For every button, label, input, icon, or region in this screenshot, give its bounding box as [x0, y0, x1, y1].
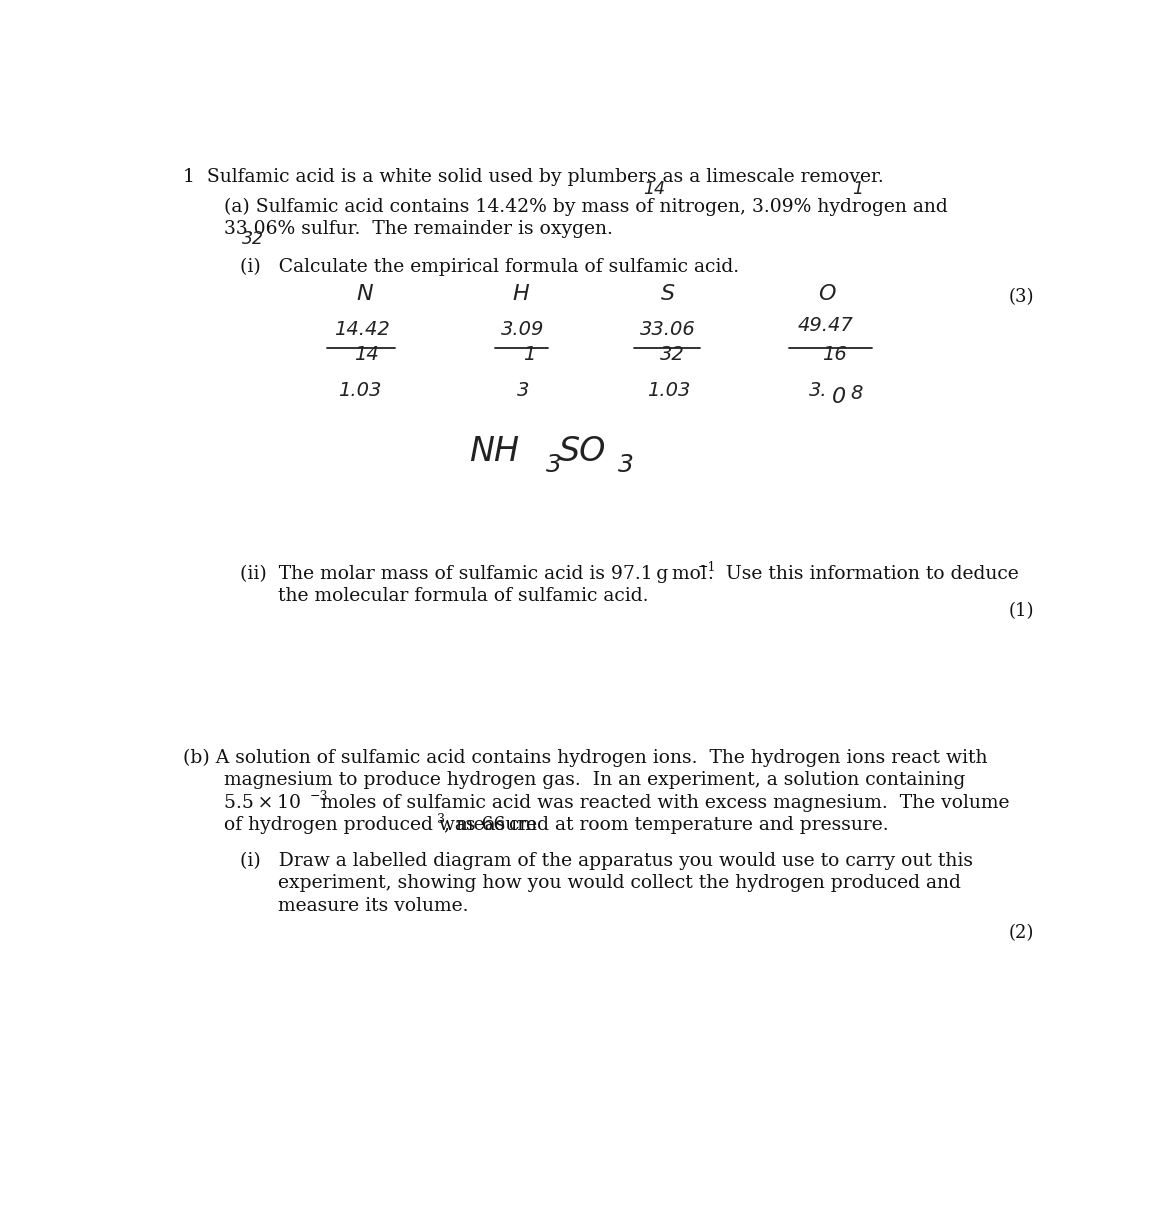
- Text: N: N: [356, 284, 373, 304]
- Text: 3.: 3.: [809, 381, 828, 400]
- Text: (1): (1): [1009, 602, 1034, 621]
- Text: S: S: [661, 284, 675, 304]
- Text: 1.03: 1.03: [338, 381, 381, 400]
- Text: 16: 16: [822, 344, 846, 364]
- Text: (3): (3): [1009, 288, 1034, 307]
- Text: 3: 3: [619, 453, 634, 477]
- Text: magnesium to produce hydrogen gas.  In an experiment, a solution containing: magnesium to produce hydrogen gas. In an…: [224, 772, 966, 789]
- Text: (ii)  The molar mass of sulfamic acid is 97.1 g mol: (ii) The molar mass of sulfamic acid is …: [239, 565, 706, 583]
- Text: 32: 32: [659, 344, 685, 364]
- Text: 33.06% sulfur.  The remainder is oxygen.: 33.06% sulfur. The remainder is oxygen.: [224, 220, 613, 239]
- Text: 3: 3: [546, 453, 562, 477]
- Text: H: H: [512, 284, 529, 304]
- Text: 5.5 × 10: 5.5 × 10: [224, 793, 302, 812]
- Text: 33.06: 33.06: [640, 320, 695, 340]
- Text: (b) A solution of sulfamic acid contains hydrogen ions.  The hydrogen ions react: (b) A solution of sulfamic acid contains…: [183, 748, 987, 767]
- Text: SO: SO: [560, 434, 606, 467]
- Text: moles of sulfamic acid was reacted with excess magnesium.  The volume: moles of sulfamic acid was reacted with …: [322, 793, 1010, 812]
- Text: 1.03: 1.03: [647, 381, 691, 400]
- Text: of hydrogen produced was 66 cm: of hydrogen produced was 66 cm: [224, 817, 538, 834]
- Text: 1: 1: [852, 180, 864, 198]
- Text: 49.47: 49.47: [798, 315, 853, 335]
- Text: (i)   Draw a labelled diagram of the apparatus you would use to carry out this: (i) Draw a labelled diagram of the appar…: [239, 852, 973, 870]
- Text: 0: 0: [831, 387, 845, 406]
- Text: 3: 3: [437, 813, 445, 825]
- Text: , measured at room temperature and pressure.: , measured at room temperature and press…: [444, 817, 888, 834]
- Text: (a) Sulfamic acid contains 14.42% by mass of nitrogen, 3.09% hydrogen and: (a) Sulfamic acid contains 14.42% by mas…: [224, 197, 949, 215]
- Text: −3: −3: [310, 790, 329, 803]
- Text: .  Use this information to deduce: . Use this information to deduce: [708, 565, 1019, 583]
- Text: O: O: [819, 284, 836, 304]
- Text: (2): (2): [1009, 924, 1034, 942]
- Text: 14: 14: [643, 180, 665, 198]
- Text: (i)   Calculate the empirical formula of sulfamic acid.: (i) Calculate the empirical formula of s…: [239, 257, 738, 275]
- Text: experiment, showing how you would collect the hydrogen produced and: experiment, showing how you would collec…: [279, 874, 961, 892]
- Text: 1  Sulfamic acid is a white solid used by plumbers as a limescale remover.: 1 Sulfamic acid is a white solid used by…: [183, 168, 884, 186]
- Text: 3: 3: [517, 381, 529, 400]
- Text: −1: −1: [698, 561, 716, 573]
- Text: the molecular formula of sulfamic acid.: the molecular formula of sulfamic acid.: [279, 588, 649, 606]
- Text: 1: 1: [524, 344, 535, 364]
- Text: 8: 8: [851, 385, 863, 403]
- Text: 14.42: 14.42: [334, 320, 390, 340]
- Text: 3.09: 3.09: [500, 320, 543, 340]
- Text: measure its volume.: measure its volume.: [279, 897, 469, 915]
- Text: 32: 32: [243, 230, 265, 248]
- Text: 14: 14: [354, 344, 378, 364]
- Text: NH: NH: [469, 434, 519, 467]
